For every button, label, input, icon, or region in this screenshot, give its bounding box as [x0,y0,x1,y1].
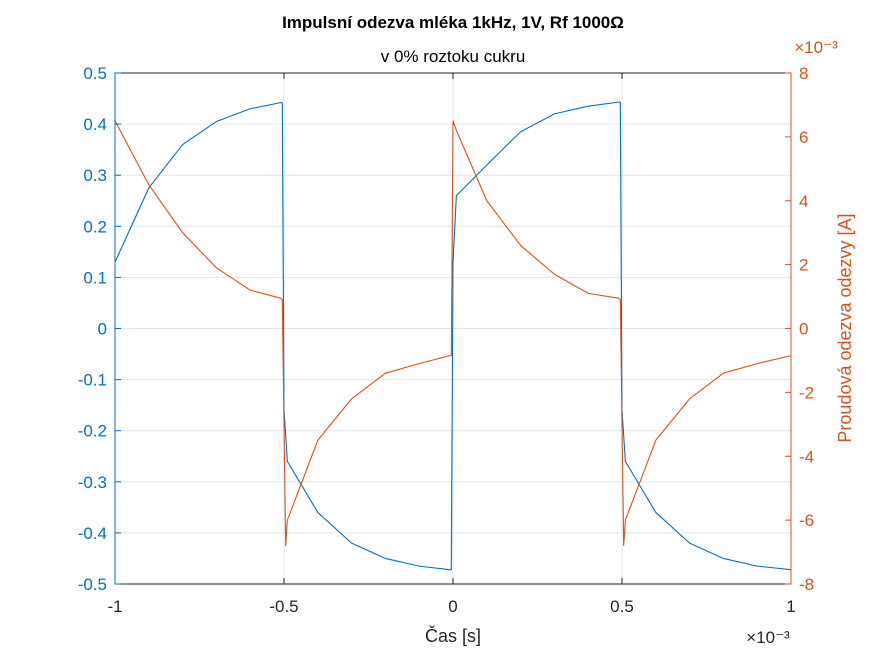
y-left-tick-label: -0.5 [78,575,107,594]
y-right-tick-label: -8 [799,575,814,594]
x-tick-label: 1 [786,597,795,616]
y-left-tick-label: -0.3 [78,473,107,492]
chart-title: Impulsní odezva mléka 1kHz, 1V, Rf 1000Ω [282,13,624,32]
y-right-axis-exponent: ×10⁻³ [794,38,838,57]
x-axis-label: Čas [s] [425,625,481,646]
y-right-tick-label: 6 [799,128,808,147]
y-right-tick-label: 8 [799,64,808,83]
x-tick-label: -1 [107,597,122,616]
y-right-tick-label: 2 [799,256,808,275]
y-right-tick-label: -4 [799,447,814,466]
y-left-tick-label: -0.4 [78,524,107,543]
x-tick-label: -0.5 [269,597,298,616]
y-right-tick-label: 4 [799,192,808,211]
y-right-axis-label: Proudová odezva odezvy [A] [835,213,855,442]
y-left-tick-label: 0.2 [83,217,107,236]
x-tick-label: 0 [448,597,457,616]
y-left-tick-label: 0 [98,320,107,339]
y-left-tick-label: 0.3 [83,166,107,185]
y-left-tick-label: 0.4 [83,115,107,134]
y-right-tick-label: 0 [799,320,808,339]
y-right-tick-label: -6 [799,511,814,530]
y-right-tick-label: -2 [799,383,814,402]
ticks: -1 -0.5 0 0.5 1-0.5-0.4-0.3-0.2-0.100.10.20.… [78,64,814,616]
x-tick-label: 0.5 [610,597,634,616]
series-line-left [114,101,792,571]
y-left-tick-label: -0.1 [78,371,107,390]
y-left-tick-label: -0.2 [78,422,107,441]
chart-subtitle: v 0% roztoku cukru [381,47,526,66]
y-left-tick-label: 0.1 [83,268,107,287]
y-left-tick-label: 0.5 [83,64,107,83]
x-axis-exponent: ×10⁻³ [746,628,790,647]
series-layer [114,101,792,571]
series-line-right [114,120,792,547]
